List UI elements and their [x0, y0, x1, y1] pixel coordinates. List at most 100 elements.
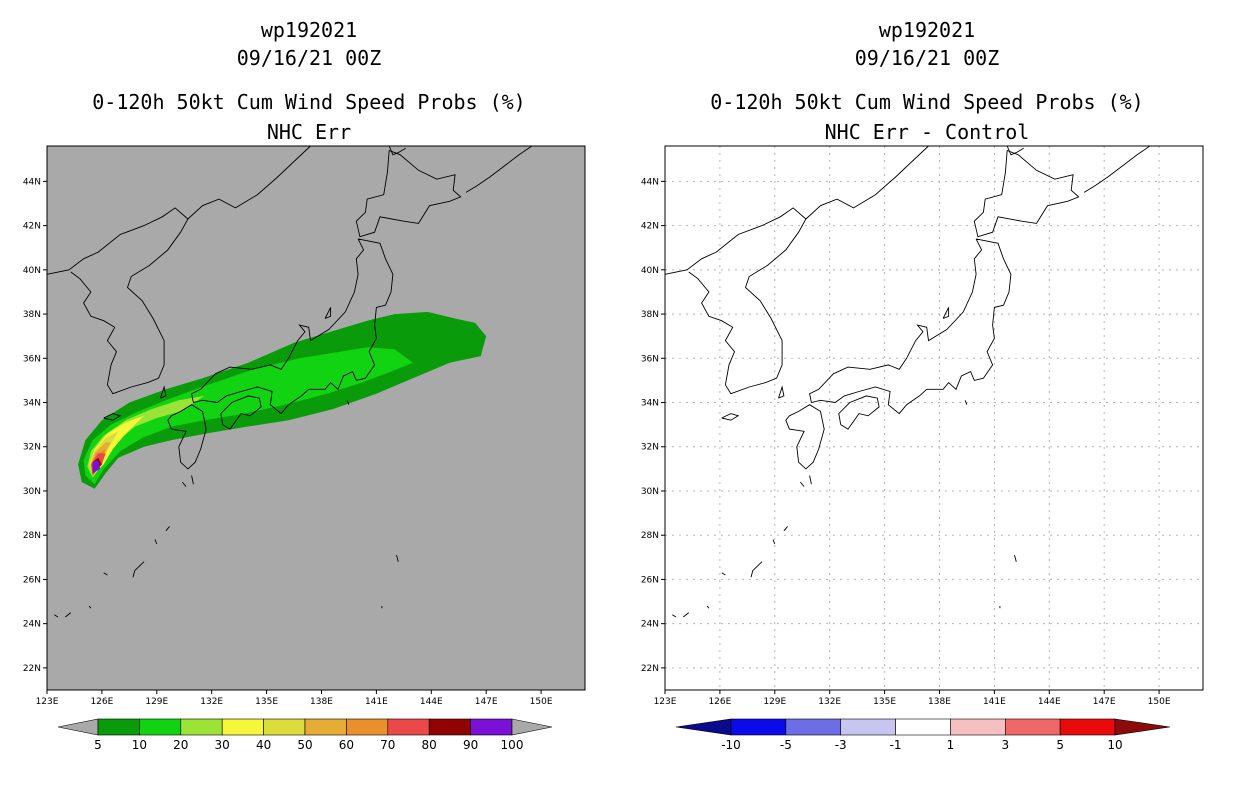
coastline — [182, 481, 187, 487]
lon-label: 132E — [200, 697, 223, 707]
right-title-storm: wp192021 — [878, 18, 976, 42]
probability-swath — [78, 311, 487, 489]
coastline — [800, 481, 805, 487]
colorbar-segment — [221, 718, 264, 736]
lon-label: 144E — [420, 697, 443, 707]
colorbar-segment — [139, 718, 182, 736]
lon-label: 138E — [310, 697, 333, 707]
coastline — [396, 554, 399, 562]
right-map-svg: 44N 42N 40N 38N 36N 34N 32N 30N 28N 26N 24N 22N 123E… — [641, 145, 1204, 752]
lat-label: 22N — [23, 664, 41, 674]
colorbar-label: 5 — [94, 738, 102, 752]
lat-label: 36N — [641, 354, 659, 364]
coastline — [809, 238, 1012, 415]
coastlines — [664, 145, 1151, 618]
coastline — [1006, 145, 1024, 156]
coastline — [65, 612, 72, 618]
lat-label: 28N — [641, 531, 659, 541]
coastline — [838, 395, 880, 430]
left-title-variant: NHC Err — [266, 120, 352, 144]
colorbar: -10 -5 -3 -1 1 3 5 10 — [675, 718, 1171, 752]
lat-label: 28N — [23, 531, 41, 541]
colorbar-label: 60 — [339, 738, 354, 752]
coastline — [103, 413, 122, 421]
lat-label: 24N — [23, 620, 41, 630]
colorbar-arrow-right — [1114, 718, 1171, 736]
lat-label: 22N — [641, 664, 659, 674]
lon-label: 141E — [365, 697, 388, 707]
swath-level-10 — [92, 460, 101, 474]
coastline — [683, 612, 690, 618]
coastline — [160, 385, 167, 399]
lat-label: 36N — [23, 354, 41, 364]
lat-label: 38N — [641, 310, 659, 320]
colorbar-label: -10 — [721, 738, 741, 752]
lon-label: 141E — [983, 697, 1006, 707]
lat-label: 42N — [641, 222, 659, 232]
coastline — [1014, 554, 1017, 562]
lon-label: 126E — [708, 697, 731, 707]
coastline — [706, 605, 710, 609]
lon-label: 123E — [654, 697, 677, 707]
colorbar-arrow-right — [511, 718, 553, 736]
colorbar-segment — [346, 718, 389, 736]
coastline — [355, 149, 462, 238]
coastline — [132, 561, 145, 578]
lat-labels: 44N 42N 40N 38N 36N 34N 32N 30N 28N 26N 24N 22N — [641, 177, 665, 674]
lat-label: 44N — [23, 177, 41, 187]
swath-level-2 — [83, 347, 413, 485]
coastline — [346, 400, 350, 405]
lat-label: 40N — [23, 266, 41, 276]
coastline — [964, 400, 968, 405]
coastline — [973, 149, 1080, 238]
left-title-product: 0-120h 50kt Cum Wind Speed Probs (%) — [92, 90, 526, 114]
lon-label: 135E — [255, 697, 278, 707]
coastline — [103, 572, 108, 576]
coastline — [465, 145, 533, 193]
colorbar-label: -3 — [835, 738, 847, 752]
colorbar-label: 40 — [256, 738, 271, 752]
lon-label: 147E — [1093, 697, 1116, 707]
coastline — [187, 145, 311, 220]
lon-label: 135E — [873, 697, 896, 707]
lon-label: 144E — [1038, 697, 1061, 707]
colorbar-label: 80 — [422, 738, 437, 752]
lon-label: 150E — [1148, 697, 1171, 707]
lon-label: 123E — [36, 697, 59, 707]
colorbar-segment — [730, 718, 787, 736]
colorbar-segment — [895, 718, 951, 736]
coastline — [778, 385, 785, 399]
map-frame — [664, 145, 1204, 691]
lat-labels: 44N 42N 40N 38N 36N 34N 32N 30N 28N 26N 24N 22N — [23, 177, 47, 674]
coastline — [324, 307, 332, 319]
coastline — [672, 614, 677, 618]
colorbar-segment — [785, 718, 842, 736]
coastline — [783, 526, 788, 532]
lat-label: 32N — [641, 443, 659, 453]
lon-label: 129E — [763, 697, 786, 707]
colorbar-label: 3 — [1001, 738, 1009, 752]
colorbar-label: 10 — [1107, 738, 1122, 752]
colorbar-segment — [387, 718, 430, 736]
right-panel: wp192021 09/16/21 00Z 0-120h 50kt Cum Wi… — [618, 0, 1236, 800]
coastline — [721, 413, 740, 421]
coastline — [750, 561, 763, 578]
colorbar-segment — [97, 718, 140, 736]
coastline — [785, 404, 825, 470]
coastline — [54, 614, 59, 618]
lat-label: 44N — [641, 177, 659, 187]
coastline — [721, 572, 726, 576]
colorbar-label: -5 — [780, 738, 792, 752]
colorbar-segment — [840, 718, 896, 736]
lat-label: 30N — [23, 487, 41, 497]
coastline — [191, 475, 194, 485]
coastline — [1083, 145, 1151, 193]
lat-label: 40N — [641, 266, 659, 276]
colorbar-segment — [428, 718, 471, 736]
colorbar-arrow-left — [57, 718, 99, 736]
colorbar: 5 10 20 30 40 50 60 70 80 90 100 — [57, 718, 553, 752]
lat-label: 34N — [641, 399, 659, 409]
colorbar-label: 5 — [1056, 738, 1064, 752]
colorbar-label: 90 — [463, 738, 478, 752]
coastline — [46, 207, 189, 395]
